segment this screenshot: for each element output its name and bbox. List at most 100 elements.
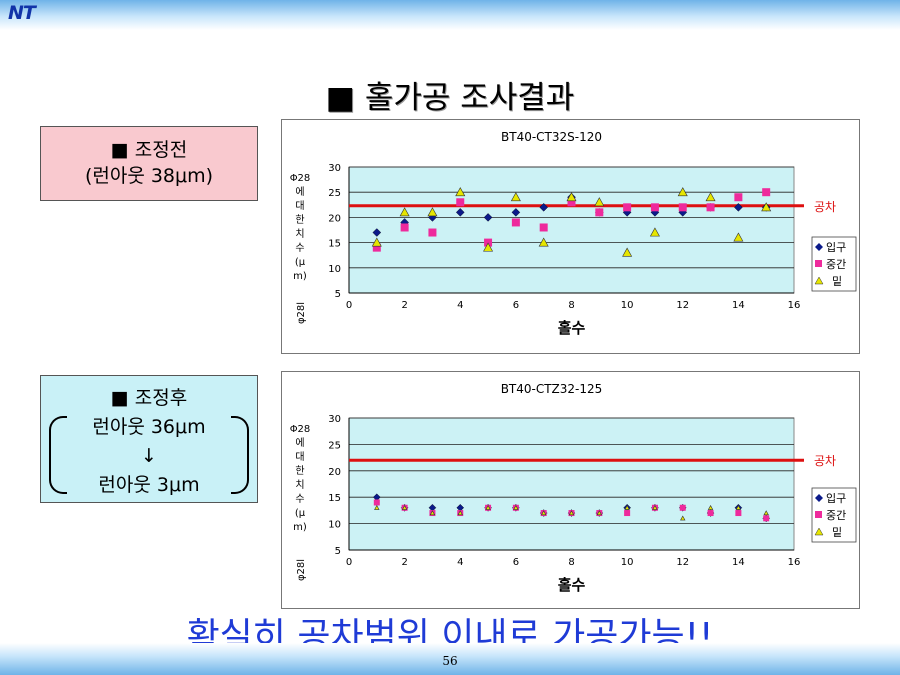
y-axis-label-char: 수 xyxy=(295,493,304,505)
x-tick-label: 14 xyxy=(732,557,745,568)
point-bottom xyxy=(457,510,463,516)
y-axis-label-char: 치 xyxy=(295,479,304,491)
point-middle xyxy=(624,510,631,517)
point-middle xyxy=(511,218,520,227)
down-arrow-icon: ↓ xyxy=(141,445,157,467)
point-bottom xyxy=(483,242,494,252)
x-tick-label: 0 xyxy=(346,300,352,311)
legend-marker-bottom xyxy=(814,527,824,536)
point-middle xyxy=(706,203,715,212)
point-middle xyxy=(595,208,604,217)
point-inlet xyxy=(455,208,465,217)
y-tick-label: 20 xyxy=(328,467,341,478)
point-bottom xyxy=(566,192,577,202)
y-axis-label-char: (μ xyxy=(295,508,306,519)
tolerance-label: 공차 xyxy=(814,200,836,214)
x-tick-label: 2 xyxy=(401,557,407,568)
before-adjust-box: ■ 조정전 (런아웃 38μm) xyxy=(40,126,258,201)
y-axis-label-char: 에 xyxy=(295,186,304,198)
legend-label-middle: 중간 xyxy=(826,509,846,522)
point-middle xyxy=(400,223,409,232)
x-tick-label: 14 xyxy=(732,300,745,311)
y-axis-label-char: 한 xyxy=(295,214,304,226)
point-bottom xyxy=(763,510,769,516)
plot-area xyxy=(348,166,795,294)
point-middle xyxy=(373,499,380,506)
y-axis-label-bottom: φ28l xyxy=(296,559,307,581)
y-tick-label: 15 xyxy=(328,239,341,250)
legend-label-bottom: 밑 xyxy=(832,275,842,288)
point-bottom xyxy=(761,202,772,212)
point-middle xyxy=(567,198,576,207)
y-axis-label-char: m) xyxy=(293,271,307,282)
legend-marker-bottom xyxy=(814,276,824,285)
y-tick-label: 10 xyxy=(328,520,341,531)
after-runout-before-label: 런아웃 36μm xyxy=(92,416,206,438)
point-middle xyxy=(623,203,632,212)
point-inlet xyxy=(734,203,743,212)
chart-before: BT40-CT32S-120 5 10 15 20 25 30 0 2 4 6 8 10 12 14 16 홀수… xyxy=(290,130,857,337)
chart-title: BT40-CTZ32-125 xyxy=(501,382,603,396)
chart-before-frame: BT40-CT32S-120 5 10 15 20 25 30 0 2 4 6 8 10 12 14 16 홀수… xyxy=(281,119,860,354)
point-bottom xyxy=(622,247,633,257)
x-tick-label: 10 xyxy=(621,557,634,568)
y-tick-label: 10 xyxy=(328,264,341,275)
y-axis-label-char: 치 xyxy=(295,228,304,240)
point-bottom xyxy=(568,510,575,516)
point-bottom xyxy=(596,510,603,516)
page-title: ■ 홀가공 조사결과 xyxy=(325,80,575,116)
y-tick-label: 25 xyxy=(328,440,341,451)
point-middle xyxy=(678,203,687,212)
x-tick-label: 2 xyxy=(401,300,407,311)
x-tick-label: 4 xyxy=(457,300,463,311)
right-bracket xyxy=(231,416,249,494)
legend-marker-middle xyxy=(815,511,822,518)
page-number: 56 xyxy=(442,654,458,668)
point-bottom xyxy=(401,504,408,510)
point-bottom xyxy=(427,207,438,217)
point-middle xyxy=(650,203,659,212)
point-bottom xyxy=(624,504,630,510)
x-tick-label: 12 xyxy=(676,300,689,311)
point-inlet xyxy=(539,203,548,212)
y-axis-label-top: Φ28 xyxy=(290,424,311,435)
x-tick-label: 0 xyxy=(346,557,352,568)
y-axis-label-char: (μ xyxy=(295,257,306,268)
x-tick-label: 6 xyxy=(513,557,519,568)
chart-title: BT40-CT32S-120 xyxy=(501,130,602,144)
header-band: NT xyxy=(0,0,900,30)
after-adjust-heading: ■ 조정후 xyxy=(110,387,188,409)
legend-label-bottom: 밑 xyxy=(832,526,842,539)
point-middle xyxy=(734,193,743,202)
y-tick-label: 15 xyxy=(328,493,341,504)
y-tick-label: 30 xyxy=(328,163,341,174)
after-runout-after-label: 런아웃 3μm xyxy=(98,474,200,496)
point-middle xyxy=(735,510,742,517)
point-inlet xyxy=(483,213,493,222)
point-bottom xyxy=(705,192,716,202)
point-bottom xyxy=(652,504,658,510)
point-bottom xyxy=(540,510,547,516)
point-middle xyxy=(763,515,770,522)
point-bottom xyxy=(733,232,744,242)
point-bottom xyxy=(513,504,519,510)
point-bottom xyxy=(399,207,410,217)
point-bottom xyxy=(429,510,436,516)
y-axis-label-char: m) xyxy=(293,522,307,533)
point-middle xyxy=(456,198,465,207)
left-bracket xyxy=(49,416,67,494)
point-inlet xyxy=(511,208,521,217)
x-tick-label: 4 xyxy=(457,557,463,568)
point-bottom xyxy=(735,504,742,510)
legend-marker-inlet xyxy=(815,494,823,502)
point-bottom xyxy=(371,237,382,247)
plot-area xyxy=(348,417,795,551)
y-tick-label: 25 xyxy=(328,188,341,199)
y-axis-label-bottom: φ28l xyxy=(296,302,307,324)
legend-label-inlet: 입구 xyxy=(826,492,846,505)
y-axis-label-char: 한 xyxy=(295,465,304,477)
point-middle xyxy=(679,504,686,511)
point-middle xyxy=(707,510,714,517)
y-axis-label-char: 수 xyxy=(295,242,304,254)
legend-marker-inlet xyxy=(815,243,823,251)
